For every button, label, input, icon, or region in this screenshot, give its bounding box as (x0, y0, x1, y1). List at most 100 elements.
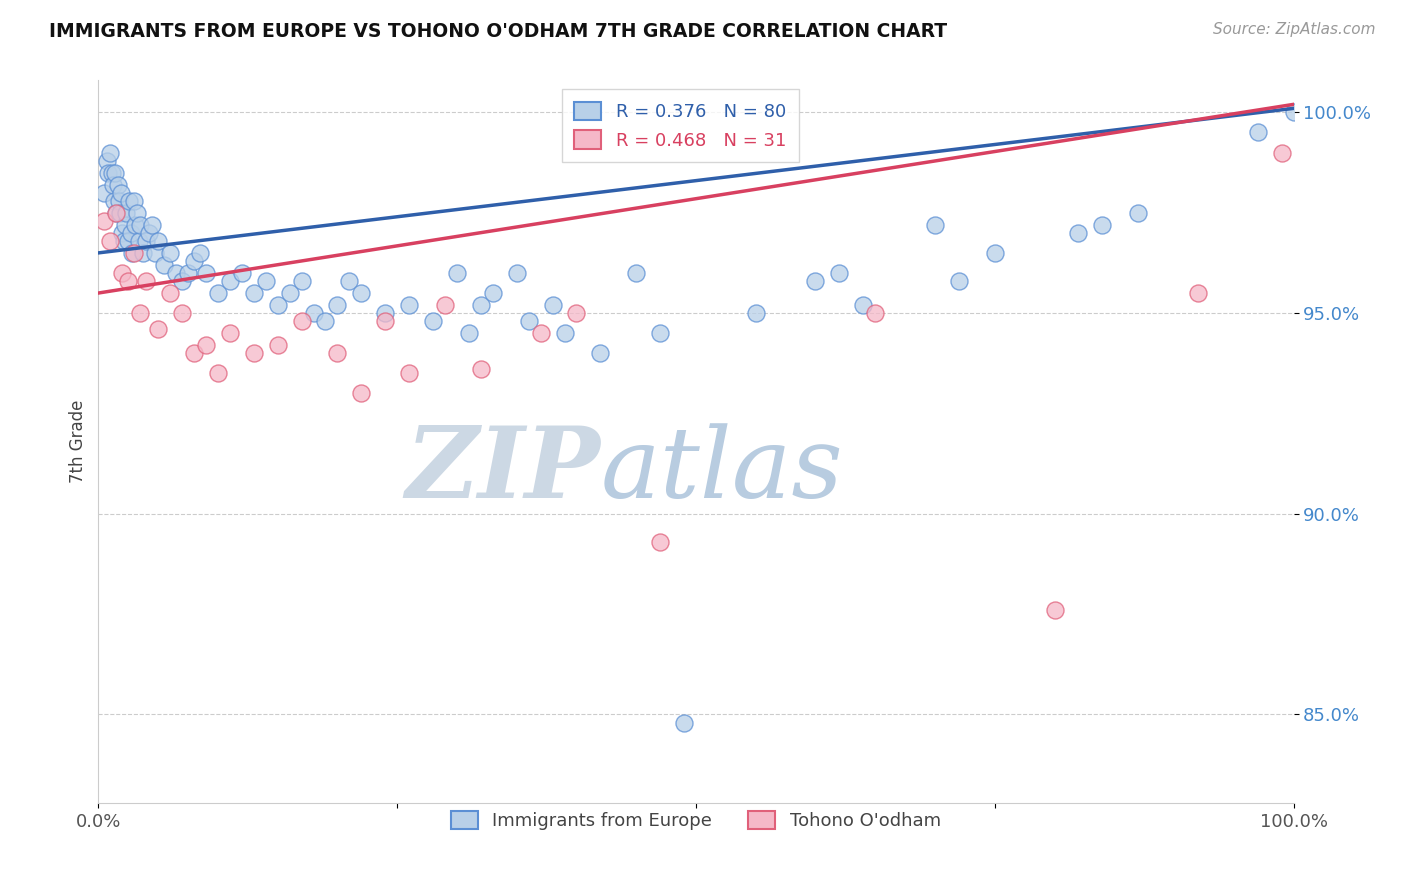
Point (458, 326, 481, 341)
Point (804, 274, 827, 288)
Point (101, 178, 124, 192)
Point (291, 274, 314, 288)
Point (105, 206, 128, 220)
Point (865, 306, 887, 320)
Point (121, 246, 143, 260)
Point (1187, 286, 1209, 301)
Point (188, 246, 211, 260)
Point (434, 298, 457, 312)
Point (231, 266, 253, 280)
Point (219, 274, 242, 288)
Point (141, 218, 163, 232)
Point (195, 266, 218, 280)
Text: IMMIGRANTS FROM EUROPE VS TOHONO O'ODHAM 7TH GRADE CORRELATION CHART: IMMIGRANTS FROM EUROPE VS TOHONO O'ODHAM… (49, 22, 948, 41)
Point (243, 286, 266, 301)
Point (131, 246, 153, 260)
Point (1091, 218, 1114, 232)
Point (470, 362, 492, 376)
Text: ZIP: ZIP (405, 422, 600, 518)
Point (100, 166, 122, 180)
Point (207, 286, 229, 301)
Point (172, 306, 194, 320)
Point (648, 535, 672, 549)
Point (506, 266, 529, 280)
Text: atlas: atlas (600, 423, 844, 518)
Point (219, 326, 242, 341)
Legend: Immigrants from Europe, Tohono O'odham: Immigrants from Europe, Tohono O'odham (436, 797, 956, 845)
Point (565, 306, 588, 320)
Point (129, 306, 152, 320)
Point (315, 314, 337, 328)
Point (125, 206, 148, 220)
Point (124, 194, 146, 208)
Point (1271, 145, 1294, 160)
Point (422, 314, 444, 328)
Point (159, 246, 181, 260)
Point (93, 214, 115, 228)
Point (541, 298, 564, 312)
Point (243, 346, 266, 360)
Point (278, 286, 301, 301)
Point (143, 246, 166, 260)
Point (1043, 603, 1066, 617)
Point (339, 274, 361, 288)
Point (350, 386, 373, 401)
Point (745, 306, 768, 320)
Point (120, 226, 142, 240)
Point (589, 346, 612, 360)
Point (96, 153, 118, 168)
Point (98, 234, 122, 248)
Point (302, 306, 325, 320)
Point (1128, 206, 1150, 220)
Point (374, 314, 396, 328)
Point (108, 206, 131, 220)
Point (124, 246, 146, 260)
Point (326, 298, 349, 312)
Point (530, 326, 553, 341)
Point (350, 286, 373, 301)
Y-axis label: 7th Grade: 7th Grade (69, 400, 87, 483)
Point (118, 194, 141, 208)
Point (98, 145, 122, 160)
Point (165, 266, 187, 280)
Point (93, 186, 115, 200)
Point (124, 218, 146, 232)
Point (172, 274, 194, 288)
Point (1067, 226, 1090, 240)
Point (673, 715, 696, 730)
Point (97, 166, 120, 180)
Point (948, 274, 970, 288)
Point (110, 186, 132, 200)
Point (105, 206, 128, 220)
Point (107, 178, 129, 192)
Point (398, 298, 420, 312)
Point (852, 298, 875, 312)
Point (984, 246, 1007, 260)
Point (470, 298, 492, 312)
Point (195, 338, 218, 352)
Point (114, 218, 136, 232)
Point (183, 346, 205, 360)
Point (177, 266, 200, 280)
Point (103, 194, 125, 208)
Point (135, 274, 157, 288)
Point (159, 286, 181, 301)
Point (254, 274, 277, 288)
Point (148, 234, 170, 248)
Point (326, 346, 349, 360)
Point (648, 326, 672, 341)
Point (129, 218, 152, 232)
Point (128, 234, 150, 248)
Point (267, 298, 290, 312)
Point (481, 286, 505, 301)
Point (517, 314, 540, 328)
Point (111, 226, 134, 240)
Point (1282, 105, 1305, 120)
Point (291, 314, 314, 328)
Point (148, 322, 170, 336)
Point (117, 274, 139, 288)
Point (374, 306, 396, 320)
Point (107, 194, 129, 208)
Point (446, 266, 468, 280)
Point (398, 367, 420, 381)
